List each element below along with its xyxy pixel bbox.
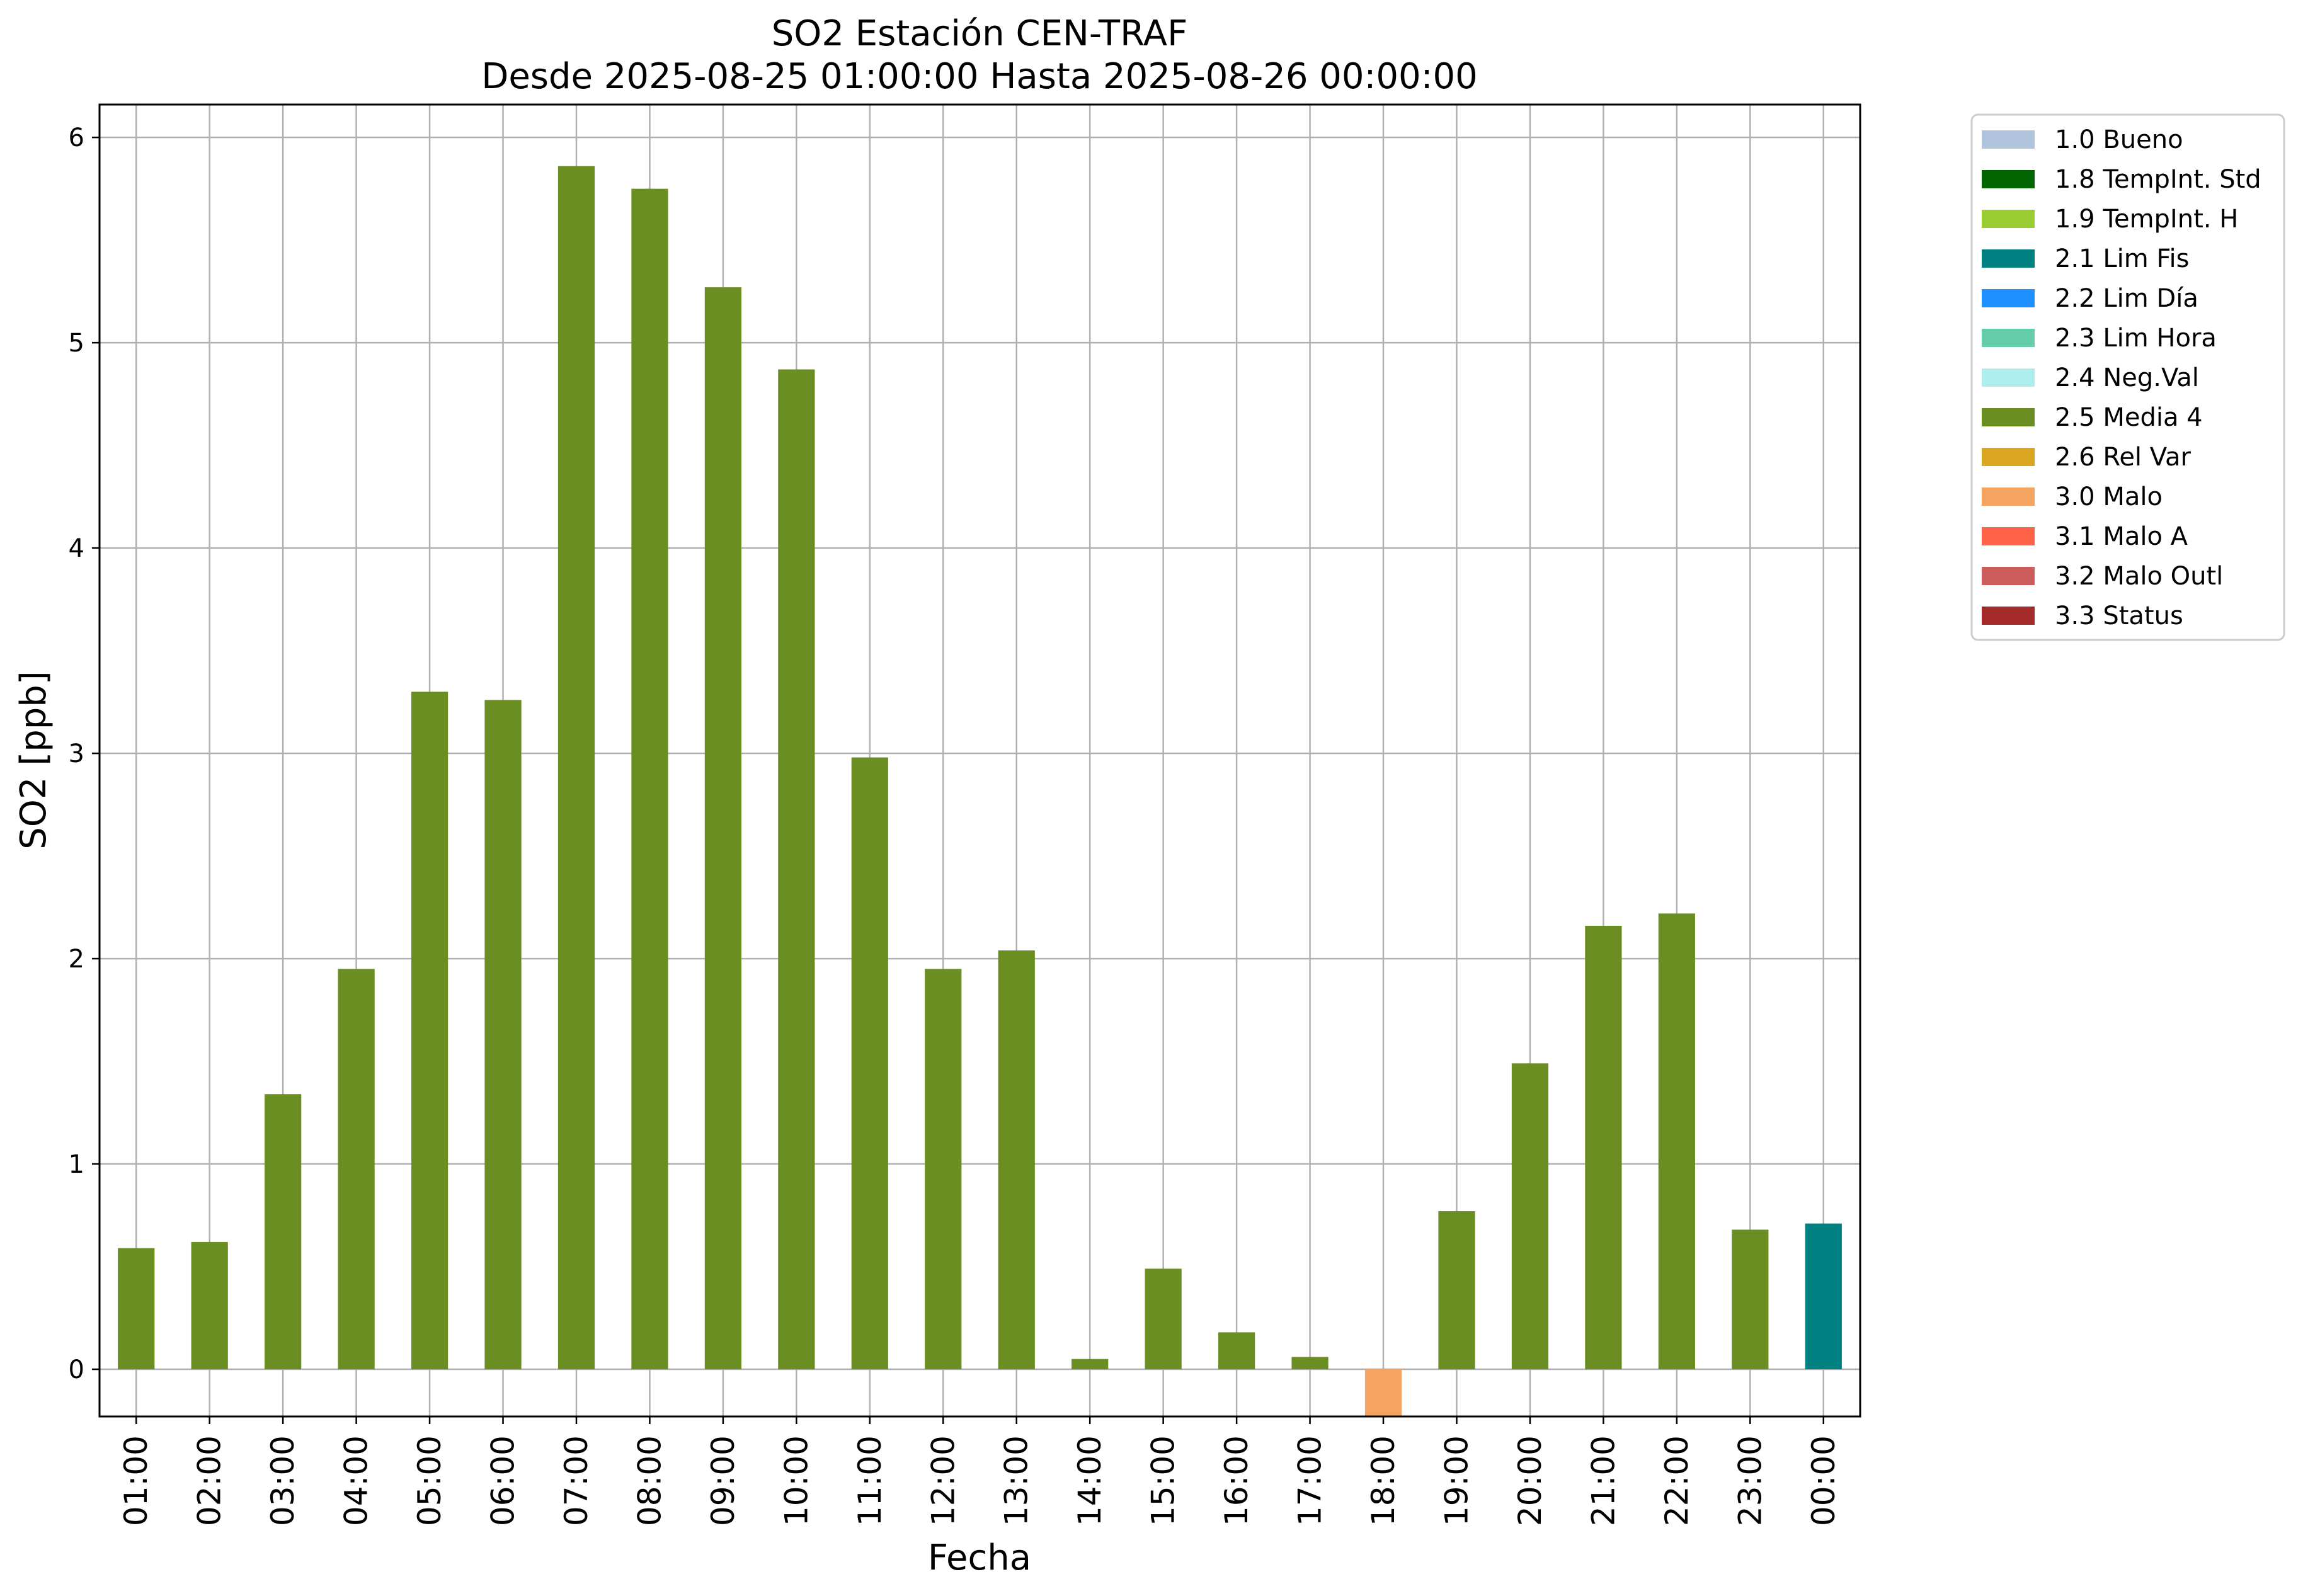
legend-label: 1.0 Bueno bbox=[2055, 125, 2183, 154]
x-tick-label: 06:00 bbox=[485, 1435, 522, 1526]
y-tick-label: 4 bbox=[69, 534, 84, 563]
x-tick-label: 20:00 bbox=[1512, 1435, 1548, 1526]
x-tick-label: 09:00 bbox=[705, 1435, 741, 1526]
y-tick-label: 1 bbox=[69, 1150, 84, 1179]
bar-0800 bbox=[631, 188, 668, 1370]
legend-box bbox=[1970, 113, 2285, 641]
x-tick-label: 12:00 bbox=[925, 1435, 961, 1526]
x-tick-label: 05:00 bbox=[411, 1435, 448, 1526]
bar-2300 bbox=[1732, 1229, 1769, 1370]
bar-0100 bbox=[118, 1248, 155, 1370]
x-tick-label: 18:00 bbox=[1365, 1435, 1402, 1526]
x-tick-label: 14:00 bbox=[1071, 1435, 1108, 1526]
y-tick-label: 5 bbox=[69, 329, 84, 358]
legend-swatch bbox=[1982, 289, 2035, 307]
y-tick-label: 0 bbox=[69, 1355, 84, 1384]
legend-swatch bbox=[1982, 170, 2035, 188]
legend-label: 1.9 TempInt. H bbox=[2055, 205, 2238, 234]
bar-1300 bbox=[998, 950, 1035, 1370]
bar-1800 bbox=[1364, 1369, 1402, 1416]
legend-swatch bbox=[1982, 329, 2035, 347]
x-tick-label: 01:00 bbox=[118, 1435, 154, 1526]
y-axis-ticks: 0 1 2 3 4 5 6 bbox=[69, 123, 100, 1384]
bar-2000 bbox=[1511, 1063, 1549, 1370]
x-tick-label: 13:00 bbox=[998, 1435, 1035, 1526]
legend-label: 3.3 Status bbox=[2055, 601, 2183, 630]
x-tick-label: 15:00 bbox=[1145, 1435, 1182, 1526]
chart-subtitle: Desde 2025-08-25 01:00:00 Hasta 2025-08-… bbox=[481, 56, 1478, 97]
y-tick-label: 3 bbox=[69, 739, 84, 768]
legend-swatch bbox=[1982, 448, 2035, 466]
legend-label: 2.5 Media 4 bbox=[2055, 403, 2203, 432]
chart-title: SO2 Estación CEN-TRAF bbox=[772, 13, 1188, 54]
y-axis-label: SO2 [ppb] bbox=[13, 671, 54, 849]
bar-2200 bbox=[1658, 913, 1695, 1370]
x-tick-label: 22:00 bbox=[1659, 1435, 1695, 1526]
legend-items: 1.0 Bueno 1.8 TempInt. Std 1.9 TempInt. H 2… bbox=[1982, 125, 2261, 630]
legend-label: 3.0 Malo bbox=[2055, 482, 2163, 511]
x-tick-label: 10:00 bbox=[778, 1435, 814, 1526]
bar-1200 bbox=[925, 969, 962, 1370]
bar-0000 bbox=[1805, 1223, 1842, 1370]
legend-label: 2.6 Rel Var bbox=[2055, 443, 2192, 472]
bar-2100 bbox=[1585, 925, 1622, 1370]
legend-swatch bbox=[1982, 368, 2035, 387]
legend-label: 2.1 Lim Fis bbox=[2055, 244, 2189, 273]
legend-label: 3.1 Malo A bbox=[2055, 522, 2188, 551]
bar-1600 bbox=[1218, 1332, 1255, 1370]
legend-swatch bbox=[1982, 487, 2035, 506]
x-tick-label: 02:00 bbox=[191, 1435, 228, 1526]
x-tick-label: 11:00 bbox=[852, 1435, 888, 1526]
bar-1000 bbox=[778, 369, 815, 1370]
x-axis-ticks: 01:00 02:00 03:00 04:00 05:00 06:00 07:00 08:00… bbox=[118, 1416, 1842, 1526]
x-tick-label: 08:00 bbox=[631, 1435, 668, 1526]
bar-0600 bbox=[484, 700, 522, 1370]
bar-1700 bbox=[1291, 1357, 1329, 1370]
x-tick-label: 00:00 bbox=[1805, 1435, 1842, 1526]
bar-0700 bbox=[557, 166, 595, 1370]
legend-label: 3.2 Malo Outl bbox=[2055, 562, 2223, 591]
plot-area-frame bbox=[98, 103, 1861, 1418]
bars bbox=[118, 166, 1842, 1416]
x-tick-label: 23:00 bbox=[1732, 1435, 1768, 1526]
y-tick-label: 6 bbox=[69, 123, 84, 152]
legend-label: 2.3 Lim Hora bbox=[2055, 324, 2217, 353]
legend-label: 2.2 Lim Día bbox=[2055, 284, 2198, 313]
legend-swatch bbox=[1982, 130, 2035, 149]
bar-0400 bbox=[338, 969, 375, 1370]
x-tick-label: 03:00 bbox=[265, 1435, 301, 1526]
legend-swatch bbox=[1982, 408, 2035, 426]
x-tick-label: 21:00 bbox=[1585, 1435, 1621, 1526]
bar-1400 bbox=[1071, 1359, 1109, 1370]
legend: 1.0 Bueno 1.8 TempInt. Std 1.9 TempInt. H 2… bbox=[1970, 113, 2285, 641]
x-tick-label: 07:00 bbox=[558, 1435, 595, 1526]
bar-0500 bbox=[411, 692, 449, 1370]
x-tick-label: 17:00 bbox=[1292, 1435, 1329, 1526]
x-tick-label: 19:00 bbox=[1438, 1435, 1475, 1526]
bar-1500 bbox=[1145, 1268, 1182, 1370]
bar-0900 bbox=[704, 287, 742, 1370]
bar-1100 bbox=[851, 757, 888, 1370]
y-tick-label: 2 bbox=[69, 945, 84, 974]
legend-swatch bbox=[1982, 607, 2035, 625]
legend-swatch bbox=[1982, 249, 2035, 268]
legend-swatch bbox=[1982, 210, 2035, 228]
legend-swatch bbox=[1982, 527, 2035, 545]
x-tick-label: 04:00 bbox=[338, 1435, 375, 1526]
bar-0200 bbox=[191, 1241, 228, 1370]
legend-label: 2.4 Neg.Val bbox=[2055, 363, 2199, 392]
legend-swatch bbox=[1982, 567, 2035, 585]
x-tick-label: 16:00 bbox=[1218, 1435, 1255, 1526]
legend-label: 1.8 TempInt. Std bbox=[2055, 165, 2261, 194]
bar-1900 bbox=[1438, 1211, 1475, 1370]
bar-0300 bbox=[265, 1094, 302, 1370]
x-axis-label: Fecha bbox=[928, 1537, 1031, 1578]
